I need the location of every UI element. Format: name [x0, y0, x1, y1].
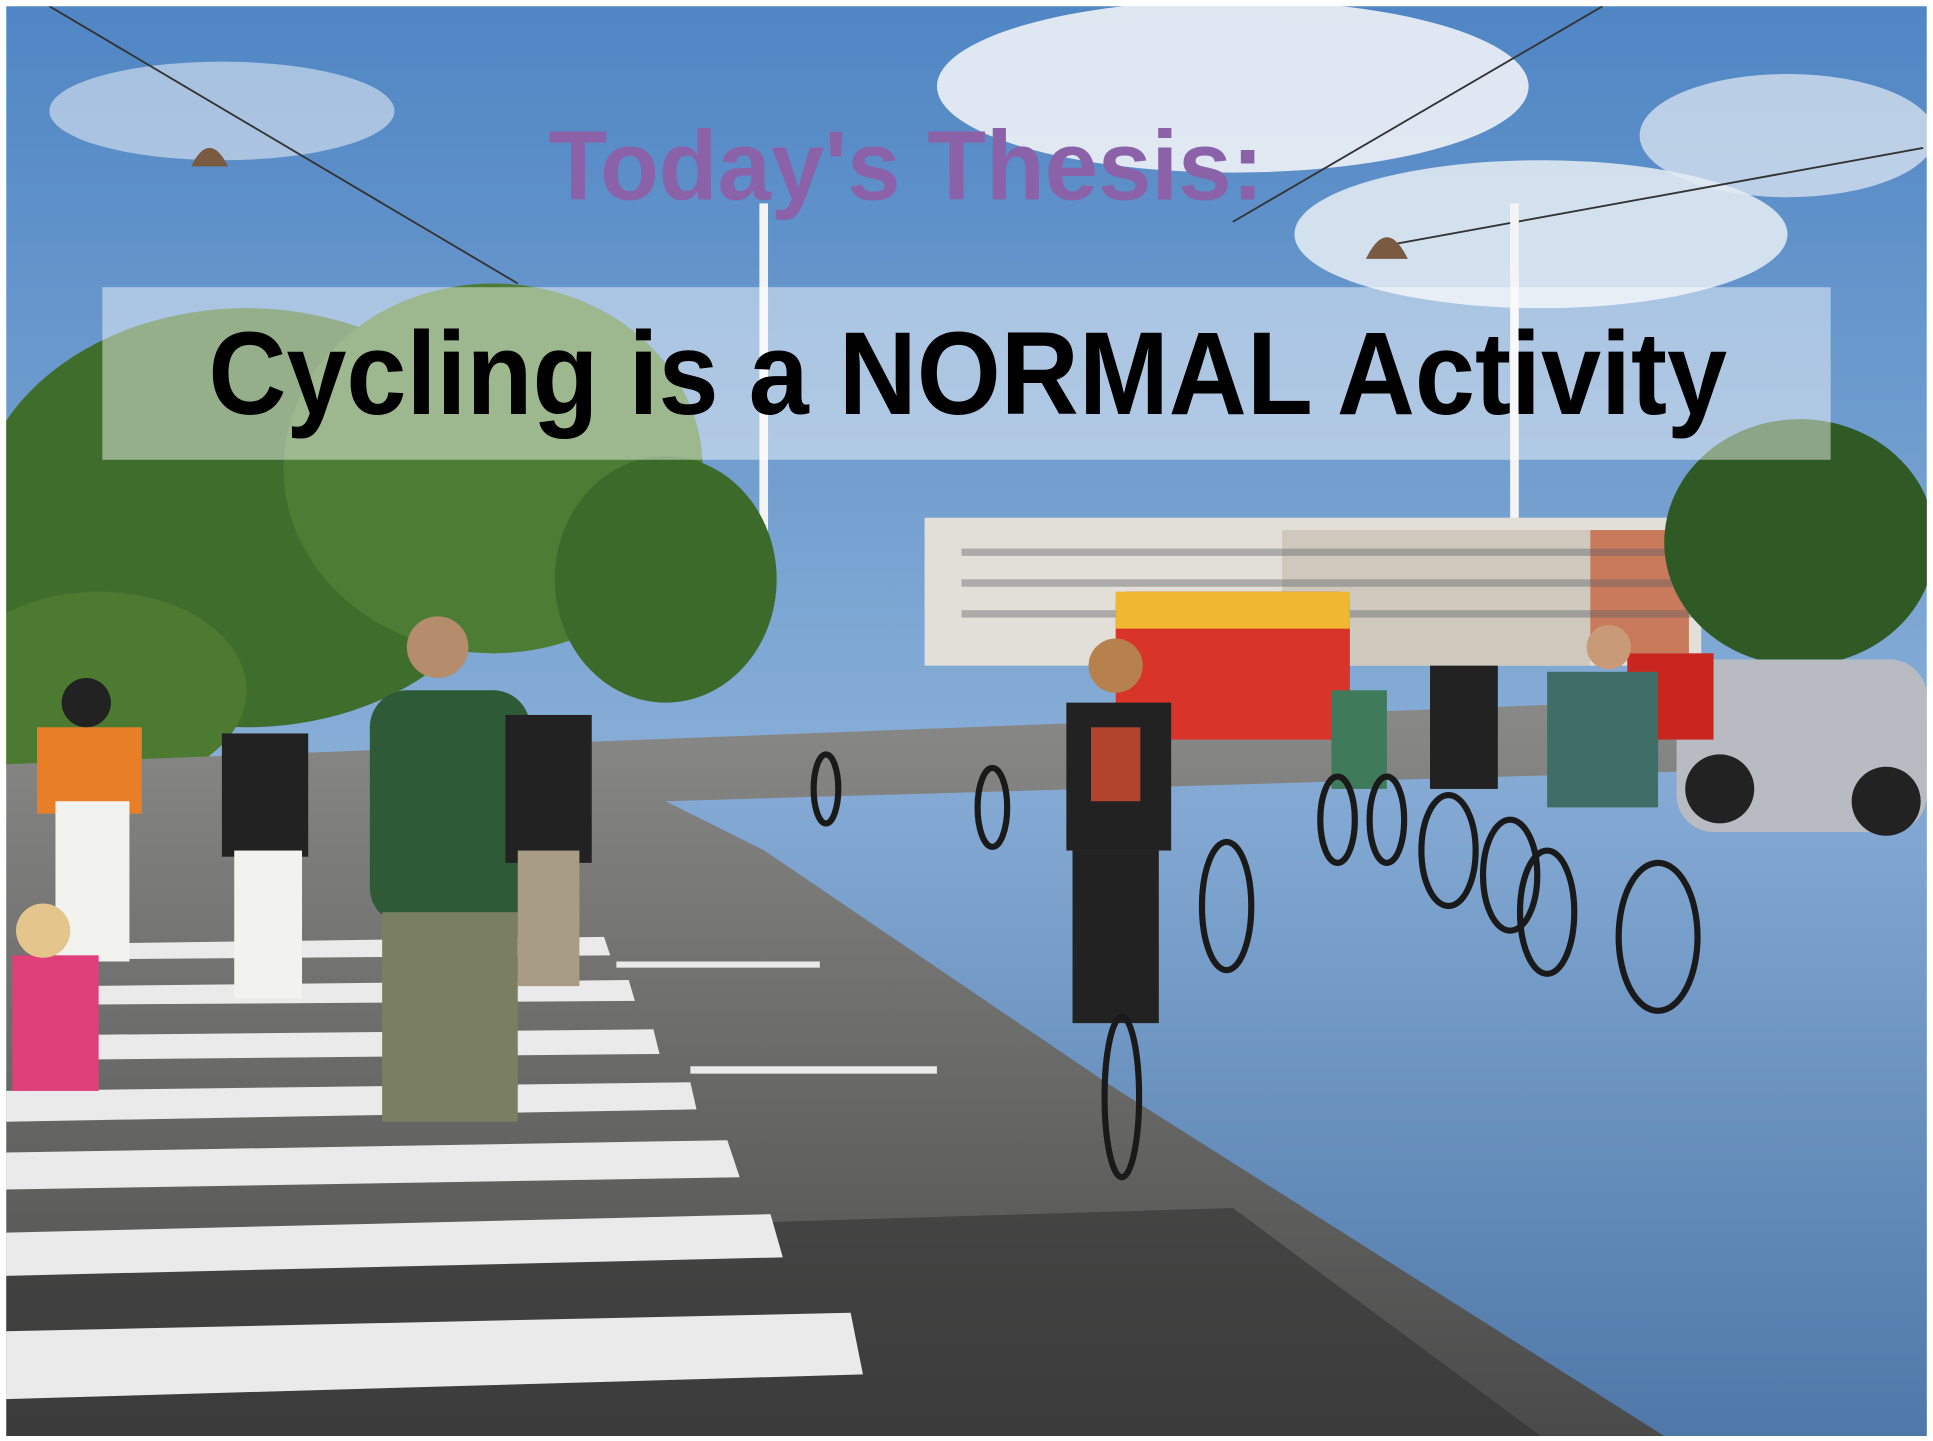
slide: Today's Thesis: Cycling is a NORMAL Acti…	[0, 0, 1933, 1441]
page: Today's Thesis: Cycling is a NORMAL Acti…	[0, 0, 1933, 1441]
slide-title: Today's Thesis:	[549, 111, 1264, 221]
thesis-text: Cycling is a NORMAL Activity	[208, 308, 1727, 440]
